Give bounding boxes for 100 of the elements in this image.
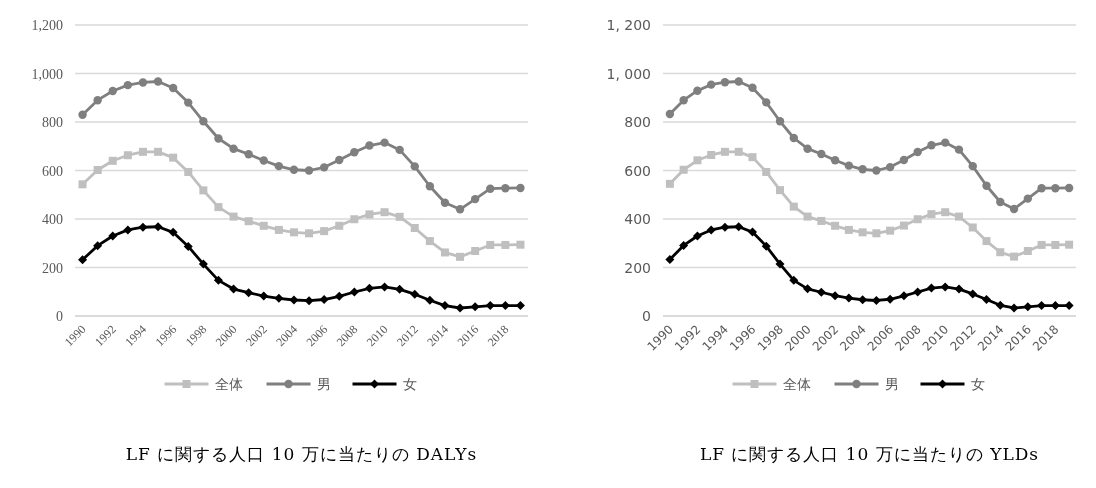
point xyxy=(274,225,283,234)
point xyxy=(259,291,269,301)
point xyxy=(365,210,374,219)
point xyxy=(996,248,1005,257)
point xyxy=(913,147,922,157)
point xyxy=(665,255,675,264)
point xyxy=(954,212,963,221)
point xyxy=(927,210,936,219)
point xyxy=(199,117,208,126)
point xyxy=(380,138,389,147)
point xyxy=(830,291,840,301)
point xyxy=(789,133,798,143)
point xyxy=(954,284,964,294)
point xyxy=(693,86,702,95)
point xyxy=(679,165,688,174)
point xyxy=(789,275,799,285)
legend-label: 全体 xyxy=(214,376,243,392)
point xyxy=(138,222,148,232)
point xyxy=(274,293,284,303)
y-tick-label: 200 xyxy=(42,260,63,276)
point xyxy=(1051,184,1060,193)
point xyxy=(395,145,404,155)
point xyxy=(968,223,977,232)
point xyxy=(304,166,314,175)
point xyxy=(153,77,163,86)
point xyxy=(665,109,675,119)
point xyxy=(501,240,510,249)
point xyxy=(734,77,743,86)
point xyxy=(693,156,702,165)
y-tick-label: 400 xyxy=(42,212,63,227)
point xyxy=(776,186,785,195)
point xyxy=(470,194,480,204)
point xyxy=(927,141,936,150)
point xyxy=(844,161,854,170)
point xyxy=(334,291,344,301)
point xyxy=(199,186,208,195)
point xyxy=(761,241,771,251)
y-tick-label: 200 xyxy=(624,259,651,276)
point xyxy=(968,289,978,299)
y-tick-label: 1,200 xyxy=(31,18,63,33)
point xyxy=(1009,204,1019,214)
point xyxy=(244,150,253,159)
point xyxy=(214,203,223,212)
point xyxy=(516,240,525,249)
point xyxy=(858,165,867,174)
point xyxy=(365,141,374,150)
point xyxy=(320,227,329,236)
point xyxy=(305,229,314,238)
point xyxy=(364,283,374,293)
point xyxy=(440,301,450,311)
point xyxy=(440,198,450,207)
point xyxy=(665,179,674,188)
point xyxy=(706,80,716,89)
point xyxy=(926,283,936,293)
point xyxy=(762,98,771,107)
point xyxy=(93,166,102,175)
point xyxy=(1065,240,1074,249)
point xyxy=(319,295,329,305)
point xyxy=(486,184,495,193)
point xyxy=(289,228,298,237)
point xyxy=(968,161,977,171)
point xyxy=(304,296,314,306)
point xyxy=(941,208,950,217)
point xyxy=(395,284,405,294)
point xyxy=(844,293,854,303)
point xyxy=(350,148,359,157)
point xyxy=(169,153,178,162)
point xyxy=(789,202,798,211)
point xyxy=(168,83,178,93)
point xyxy=(123,151,132,160)
point xyxy=(913,215,922,224)
point xyxy=(229,284,239,294)
point xyxy=(335,155,344,165)
point xyxy=(198,259,208,269)
point xyxy=(410,223,419,232)
point xyxy=(844,225,853,234)
point xyxy=(486,240,495,249)
point xyxy=(941,138,950,147)
point xyxy=(803,144,812,153)
point xyxy=(817,149,826,159)
point xyxy=(803,212,812,221)
point xyxy=(123,80,133,90)
point xyxy=(996,197,1005,207)
point xyxy=(108,86,117,96)
y-tick-label: 400 xyxy=(624,211,651,227)
point xyxy=(885,294,895,304)
point xyxy=(184,167,193,176)
point xyxy=(425,182,435,191)
point xyxy=(93,95,102,105)
point xyxy=(1023,194,1033,203)
point xyxy=(720,147,729,156)
point xyxy=(913,287,923,297)
point xyxy=(501,184,510,193)
point xyxy=(138,147,147,156)
legend-label: 女 xyxy=(970,376,985,392)
point xyxy=(775,259,785,269)
point xyxy=(274,161,284,171)
point xyxy=(350,215,359,224)
point xyxy=(775,117,785,126)
point xyxy=(692,231,702,241)
